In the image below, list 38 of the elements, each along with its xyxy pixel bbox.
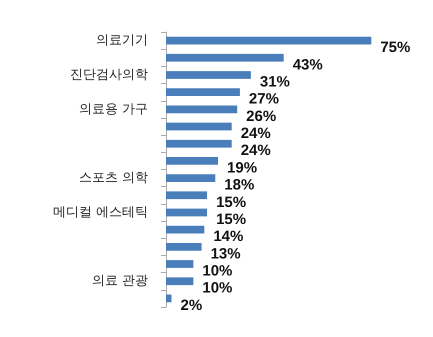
data-label: 24% — [240, 142, 271, 160]
y-tick-label: 메디컬 에스테틱 — [52, 204, 148, 220]
data-label: 15% — [216, 194, 246, 211]
data-label: 26% — [246, 108, 276, 125]
y-tick-label: 의료 관광 — [92, 274, 148, 289]
y-tick-label: 스포츠 의학 — [78, 170, 148, 186]
data-label: 13% — [210, 245, 241, 262]
bar — [166, 242, 202, 251]
bar — [166, 105, 238, 114]
bar — [166, 294, 172, 302]
y-tick-label: 의료기기 — [96, 33, 148, 48]
data-label: 43% — [292, 56, 323, 74]
bar — [166, 140, 232, 148]
y-tick-label: 진단검사의학 — [70, 67, 148, 82]
bar — [166, 277, 194, 286]
data-label: 19% — [227, 159, 258, 176]
data-label: 10% — [202, 280, 232, 297]
data-label: 24% — [240, 125, 271, 142]
data-label: 14% — [213, 228, 244, 246]
data-label: 10% — [202, 262, 232, 280]
data-label: 75% — [380, 39, 410, 56]
bar — [166, 174, 216, 182]
y-tick-label: 의료용 가구 — [78, 102, 148, 117]
bar — [166, 208, 208, 216]
data-label: 31% — [260, 73, 290, 90]
data-label: 18% — [224, 176, 254, 194]
data-label: 2% — [180, 296, 202, 314]
bar — [166, 191, 208, 200]
bar — [166, 54, 284, 62]
bar — [166, 260, 194, 268]
bar — [166, 71, 251, 79]
bar — [166, 226, 204, 234]
data-label: 15% — [216, 210, 246, 228]
bar — [166, 122, 232, 130]
data-label: 27% — [248, 90, 279, 108]
bar — [166, 88, 240, 96]
bar — [166, 157, 218, 165]
bar — [166, 36, 372, 44]
